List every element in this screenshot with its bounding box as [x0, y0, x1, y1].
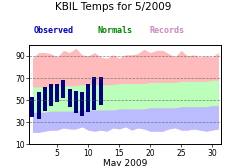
Bar [92, 77, 96, 110]
Bar [98, 77, 102, 105]
Text: Observed: Observed [34, 26, 74, 35]
Bar [86, 83, 90, 112]
Bar [36, 92, 40, 119]
Text: KBIL Temps for 5/2009: KBIL Temps for 5/2009 [55, 2, 170, 12]
Bar [80, 92, 84, 116]
Bar [49, 83, 53, 106]
Text: Normals: Normals [97, 26, 132, 35]
Bar [67, 89, 71, 107]
Text: Records: Records [148, 26, 183, 35]
Bar [61, 80, 65, 98]
Bar [30, 97, 34, 117]
Bar [43, 87, 47, 111]
Bar [55, 83, 59, 102]
Bar [74, 91, 78, 113]
X-axis label: May 2009: May 2009 [103, 159, 147, 166]
